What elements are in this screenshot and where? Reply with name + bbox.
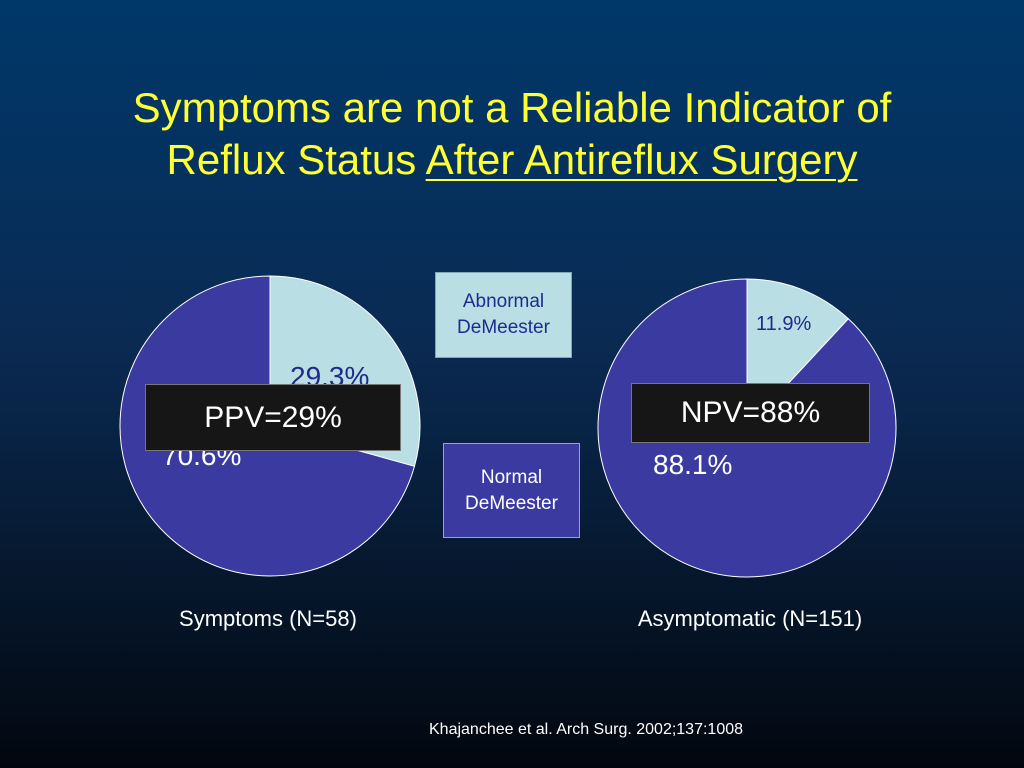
title-line2-plain: Reflux Status [166,136,426,183]
npv-callout: NPV=88% [631,383,870,443]
legend-normal-line1: Normal [480,466,543,488]
slide-title: Symptoms are not a Reliable Indicator of… [0,82,1024,186]
legend-normal-demeester: Normal DeMeester [443,443,580,538]
title-line2-underlined: After Antireflux Surgery [425,136,858,183]
legend-abnormal-demeester: Abnormal DeMeester [435,272,572,358]
title-line1: Symptoms are not a Reliable Indicator of [132,84,892,131]
legend-normal-line2: DeMeester [465,492,558,514]
ppv-callout: PPV=29% [145,384,401,451]
asymptomatic-normal-label: 88.1% [653,449,732,480]
legend-abnormal-line1: Abnormal [462,291,545,312]
citation: Khajanchee et al. Arch Surg. 2002;137:10… [429,721,744,738]
asymptomatic-normal-slice [597,278,897,578]
asymptomatic-abnormal-label: 11.9% [756,313,811,335]
legend-abnormal-line2: DeMeester [457,317,550,338]
asymptomatic-chart-caption: Asymptomatic (N=151) [637,606,863,631]
symptoms-chart-caption: Symptoms (N=58) [179,606,357,631]
